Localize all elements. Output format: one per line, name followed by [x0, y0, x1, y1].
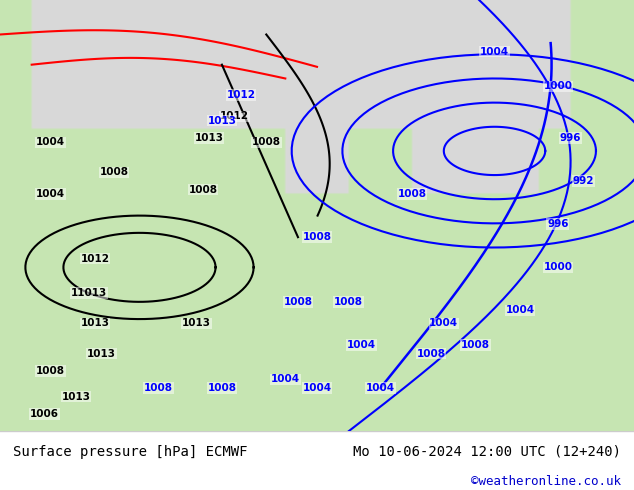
Text: 1004: 1004 [366, 383, 395, 393]
Text: 1004: 1004 [302, 383, 332, 393]
Text: Mo 10-06-2024 12:00 UTC (12+240): Mo 10-06-2024 12:00 UTC (12+240) [353, 445, 621, 459]
Text: 996: 996 [547, 219, 569, 229]
Text: 1012: 1012 [81, 254, 110, 264]
Text: 1004: 1004 [36, 137, 65, 147]
Text: 1013: 1013 [182, 318, 211, 328]
Text: 1008: 1008 [207, 383, 236, 393]
Text: 1013: 1013 [81, 318, 110, 328]
Text: 1008: 1008 [144, 383, 173, 393]
Text: 1004: 1004 [429, 318, 458, 328]
Text: 992: 992 [573, 176, 594, 186]
Text: 996: 996 [560, 133, 581, 143]
Text: 1013: 1013 [61, 392, 91, 402]
Text: 1000: 1000 [543, 81, 573, 91]
Text: 1004: 1004 [505, 305, 534, 316]
Text: 1004: 1004 [36, 189, 65, 199]
Text: 1013: 1013 [87, 348, 116, 359]
Text: 1006: 1006 [30, 409, 59, 419]
Text: 1008: 1008 [302, 232, 332, 242]
Text: 1004: 1004 [271, 374, 300, 385]
Text: 1008: 1008 [417, 348, 446, 359]
Text: 1004: 1004 [480, 47, 509, 57]
Text: 1008: 1008 [283, 297, 313, 307]
Text: 11013: 11013 [70, 288, 107, 298]
Text: Surface pressure [hPa] ECMWF: Surface pressure [hPa] ECMWF [13, 445, 247, 459]
Text: ©weatheronline.co.uk: ©weatheronline.co.uk [471, 475, 621, 488]
Text: 1000: 1000 [543, 262, 573, 272]
Text: 1008: 1008 [36, 366, 65, 376]
Text: 1008: 1008 [100, 168, 129, 177]
Text: 1008: 1008 [252, 137, 281, 147]
Text: 1004: 1004 [347, 340, 376, 350]
Text: 1008: 1008 [398, 189, 427, 199]
Text: 1008: 1008 [334, 297, 363, 307]
Text: 1012: 1012 [220, 111, 249, 122]
Text: 1013: 1013 [207, 116, 236, 126]
Text: 1008: 1008 [461, 340, 490, 350]
Text: 1008: 1008 [188, 185, 217, 195]
Text: 1012: 1012 [226, 90, 256, 100]
Text: 1013: 1013 [195, 133, 224, 143]
